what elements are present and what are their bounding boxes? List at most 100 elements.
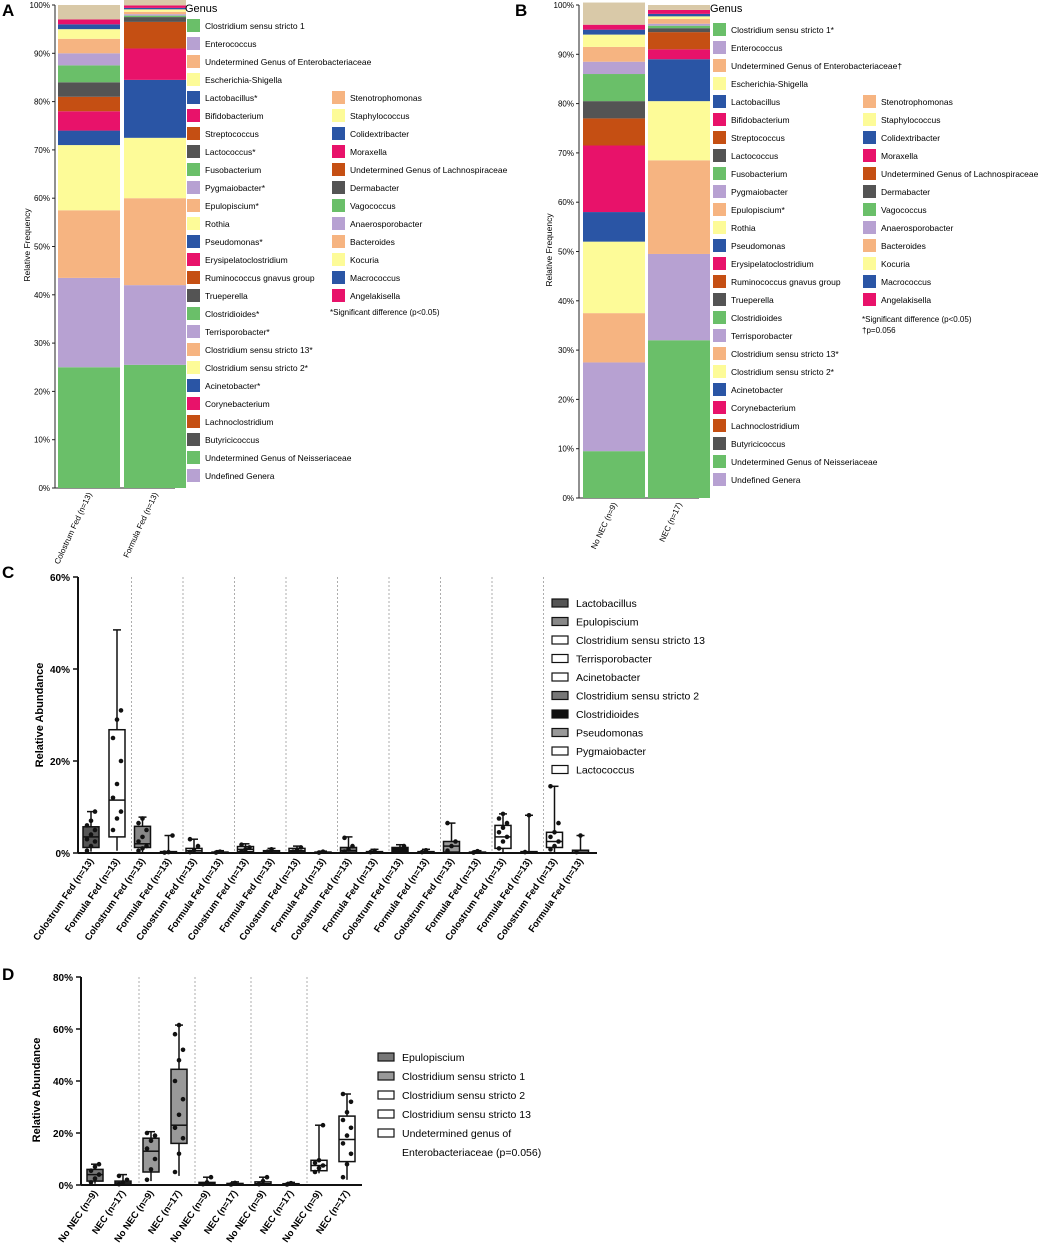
c-point	[110, 735, 116, 741]
b-legend-label: Fusobacterium	[731, 169, 787, 179]
c-point	[114, 781, 120, 787]
panel-a-ylabel: Relative Frequency	[22, 208, 32, 282]
a-legend-swatch	[187, 415, 200, 428]
b-legend-swatch	[713, 77, 726, 90]
d-point	[152, 1133, 158, 1138]
a-legend-swatch	[187, 181, 200, 194]
c-point	[162, 850, 167, 855]
a-legend-swatch	[187, 217, 200, 230]
a-bar-segment	[124, 137, 186, 199]
b-legend-swatch	[713, 311, 726, 324]
a-legend-label: Clostridium sensu stricto 13*	[205, 345, 313, 355]
a-legend-swatch	[332, 163, 345, 176]
b-bar-segment	[583, 101, 645, 119]
b-legend-label: Dermabacter	[881, 187, 930, 197]
a-bar-segment	[124, 48, 186, 80]
b-legend-swatch	[713, 167, 726, 180]
a-bar-segment	[124, 198, 186, 286]
d-point	[340, 1141, 346, 1146]
c-point	[144, 827, 149, 833]
b-legend-label: Pygmaiobacter	[731, 187, 788, 197]
d-point	[120, 1180, 126, 1185]
a-legend-swatch	[332, 145, 345, 158]
a-legend-swatch	[187, 379, 200, 392]
b-legend-label: Lactococcus	[731, 151, 778, 161]
a-legend-label: Pseudomonas*	[205, 237, 263, 247]
b-legend-swatch	[713, 113, 726, 126]
c-point	[243, 847, 248, 852]
c-point	[548, 847, 553, 852]
a-legend-label: Undetermined Genus of Enterobacteriaceae	[205, 57, 372, 67]
c-point	[500, 839, 506, 844]
b-legend-swatch	[713, 23, 726, 36]
a-legend-label: Trueperella	[205, 291, 248, 301]
a-bar-segment	[124, 285, 186, 365]
a-legend-swatch	[187, 307, 200, 320]
c-legend-swatch	[551, 635, 569, 645]
b-legend-label: Undetermined Genus of Enterobacteriaceae…	[731, 61, 902, 71]
c-point	[88, 843, 94, 849]
b-bar-segment	[648, 340, 710, 498]
c-point	[84, 848, 90, 853]
b-legend-label: Stenotrophomonas	[881, 97, 953, 107]
c-point	[393, 848, 399, 854]
b-legend-label: Moraxella	[881, 151, 918, 161]
c-point	[213, 850, 219, 855]
b-legend-label: Colidextribacter	[881, 133, 940, 143]
c-point	[144, 843, 149, 849]
b-legend-label: Enterococcus	[731, 43, 783, 53]
c-point	[136, 848, 141, 853]
panel-d-ylabel: Relative Abundance	[31, 1038, 43, 1143]
c-point	[114, 717, 120, 722]
b-y-tick-label: 70%	[558, 149, 574, 158]
b-legend-swatch	[863, 239, 876, 252]
c-legend-swatch	[551, 690, 569, 701]
c-legend-label: Pseudomonas	[576, 728, 643, 740]
d-point	[148, 1138, 154, 1144]
b-y-tick-label: 50%	[558, 248, 574, 257]
a-bar-segment	[58, 5, 120, 20]
b-legend-label: Clostridioides	[731, 313, 782, 323]
c-point	[556, 820, 561, 826]
c-point	[522, 849, 528, 855]
d-point	[124, 1177, 130, 1183]
b-bar-segment	[648, 49, 710, 60]
a-legend-label: Bacteroides	[350, 237, 395, 247]
c-point	[114, 816, 120, 821]
c-point	[110, 795, 116, 801]
b-y-tick-label: 60%	[558, 198, 574, 207]
panel-letter-c: C	[2, 563, 14, 582]
a-legend-swatch	[332, 181, 345, 194]
b-bar-segment	[583, 24, 645, 30]
a-legend-label: Undefined Genera	[205, 471, 275, 481]
c-legend-label: Terrisporobacter	[576, 654, 652, 666]
d-y-tick-label: 60%	[53, 1025, 73, 1036]
c-y-tick-label: 20%	[50, 757, 70, 768]
a-legend-label: Corynebacterium	[205, 399, 270, 409]
b-legend-swatch	[863, 275, 876, 288]
a-y-tick-label: 40%	[34, 291, 50, 300]
c-point	[320, 849, 326, 854]
c-point	[140, 816, 145, 821]
c-point	[504, 820, 510, 826]
b-legend-label: Terrisporobacter	[731, 331, 793, 341]
a-legend-swatch	[332, 109, 345, 122]
panel-b-legend-title: Genus	[710, 3, 743, 15]
d-point	[176, 1022, 182, 1028]
a-legend-swatch	[332, 235, 345, 248]
a-legend-swatch	[187, 145, 200, 158]
d-point	[88, 1180, 94, 1185]
c-legend-label: Lactococcus	[576, 765, 634, 777]
b-bar-segment	[648, 5, 710, 10]
a-legend-swatch	[187, 343, 200, 356]
c-point	[136, 820, 141, 826]
a-bar-segment	[58, 111, 120, 131]
c-point	[350, 843, 355, 849]
d-point	[344, 1109, 350, 1115]
d-point	[348, 1151, 354, 1157]
b-legend-label: Vagococcus	[881, 205, 927, 215]
a-legend-label: Staphylococcus	[350, 111, 410, 121]
c-point	[118, 708, 124, 713]
a-legend-swatch	[187, 235, 200, 248]
c-point	[496, 846, 502, 851]
